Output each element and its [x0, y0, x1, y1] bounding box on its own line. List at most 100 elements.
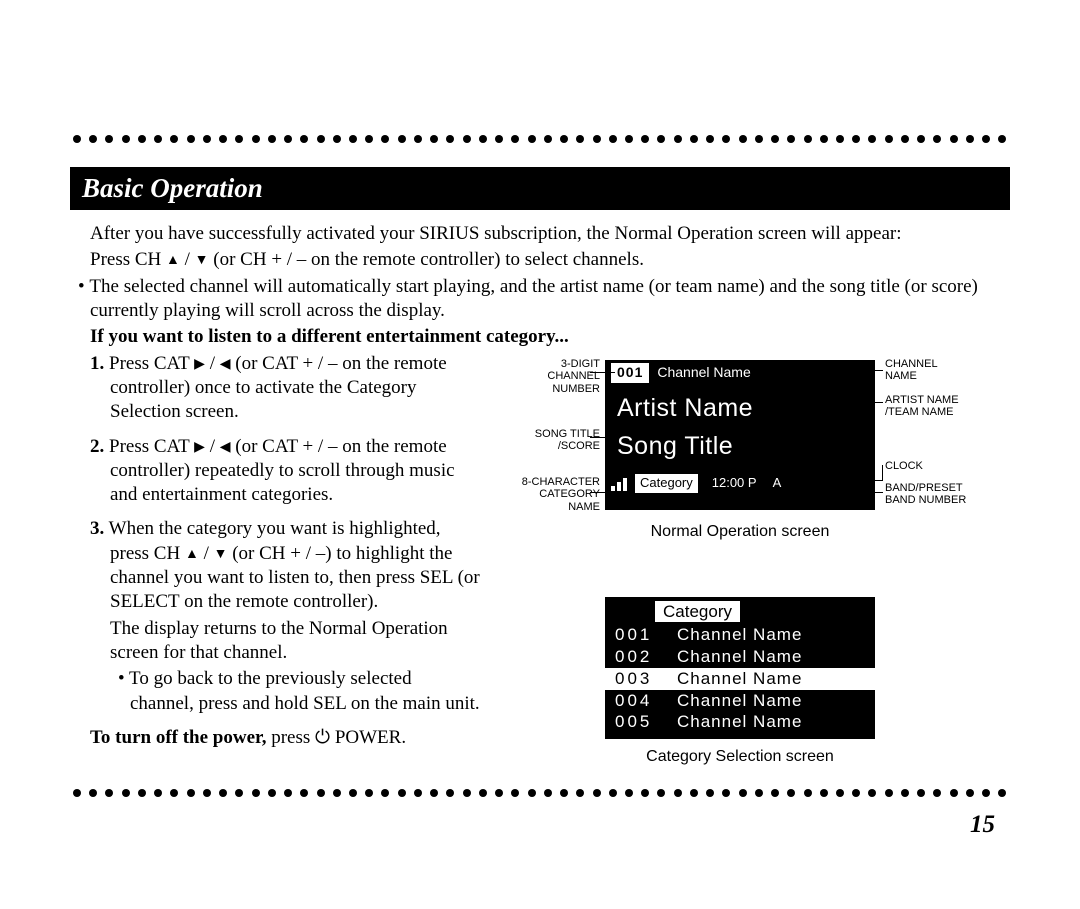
dot-icon	[787, 135, 795, 143]
step-marker: 1.	[90, 353, 104, 374]
dot-icon	[333, 789, 341, 797]
dot-icon	[187, 789, 195, 797]
signal-bars-icon	[611, 477, 629, 491]
dot-icon	[528, 135, 536, 143]
top-dot-rule	[70, 135, 1010, 143]
dot-icon	[284, 789, 292, 797]
channel-name: Channel Name	[657, 364, 750, 382]
dot-icon	[154, 789, 162, 797]
channel-row-name: Channel Name	[677, 712, 802, 731]
dot-icon	[625, 789, 633, 797]
dot-icon	[430, 789, 438, 797]
dot-icon	[235, 135, 243, 143]
dot-icon	[252, 135, 260, 143]
channel-row-name: Channel Name	[677, 691, 802, 710]
dot-icon	[998, 789, 1006, 797]
dot-icon	[365, 135, 373, 143]
channel-row-num: 002	[615, 646, 663, 668]
dot-icon	[868, 135, 876, 143]
power-note: To turn off the power, press ⏻ POWER.	[90, 726, 480, 750]
dot-icon	[901, 789, 909, 797]
dot-icon	[300, 789, 308, 797]
text: The selected channel will automatically …	[89, 276, 977, 321]
dot-icon	[625, 135, 633, 143]
dot-icon	[235, 789, 243, 797]
dot-icon	[771, 789, 779, 797]
dot-icon	[933, 135, 941, 143]
dot-icon	[998, 135, 1006, 143]
dot-icon	[690, 789, 698, 797]
dot-icon	[690, 135, 698, 143]
dot-icon	[966, 135, 974, 143]
step-item: 3. When the category you want is highlig…	[110, 517, 480, 716]
dot-icon	[414, 789, 422, 797]
dot-icon	[593, 135, 601, 143]
dot-icon	[430, 135, 438, 143]
dot-icon	[706, 135, 714, 143]
text: POWER.	[330, 727, 406, 748]
dot-icon	[609, 135, 617, 143]
song-title-row: Song Title	[605, 430, 875, 462]
dot-icon	[917, 789, 925, 797]
page-content: Basic Operation After you have successfu…	[70, 135, 1010, 768]
dot-icon	[138, 135, 146, 143]
dot-icon	[966, 789, 974, 797]
normal-operation-diagram: 001 Channel Name Artist Name Song Title …	[495, 352, 980, 552]
text: Press CAT	[109, 436, 194, 457]
label-songtitle: SONG TITLE /SCORE	[495, 428, 600, 453]
steps-list: 1. Press CAT ▶ / ◀ (or CAT + / – on the …	[90, 352, 480, 716]
dot-icon	[105, 789, 113, 797]
dot-icon	[381, 135, 389, 143]
dot-icon	[609, 789, 617, 797]
dot-icon	[138, 789, 146, 797]
down-triangle-icon: ▼	[214, 547, 228, 562]
dot-icon	[787, 789, 795, 797]
leader-line	[590, 492, 630, 493]
dot-icon	[73, 135, 81, 143]
channel-row-num: 001	[615, 624, 663, 646]
category-header: Category	[655, 601, 740, 623]
dot-icon	[544, 789, 552, 797]
leader-line	[860, 492, 883, 493]
leader-line	[785, 370, 883, 371]
dot-icon	[804, 789, 812, 797]
dot-icon	[89, 135, 97, 143]
label-clock: CLOCK	[885, 460, 923, 473]
category-selection-caption: Category Selection screen	[605, 747, 875, 767]
dot-icon	[836, 789, 844, 797]
left-triangle-icon: ◀	[220, 357, 231, 372]
text: Press CH	[90, 249, 166, 270]
step-item: 1. Press CAT ▶ / ◀ (or CAT + / – on the …	[110, 352, 480, 425]
leader-line	[590, 372, 615, 373]
normal-operation-caption: Normal Operation screen	[605, 522, 875, 542]
dot-icon	[170, 135, 178, 143]
dot-icon	[495, 789, 503, 797]
category-selection-diagram: Category 001Channel Name002Channel Name0…	[495, 597, 980, 768]
category-label: Category	[635, 474, 698, 493]
label-channel-name: CHANNEL NAME	[885, 358, 938, 383]
dot-icon	[252, 789, 260, 797]
dot-icon	[349, 135, 357, 143]
label-artist-name: ARTIST NAME /TEAM NAME	[885, 394, 959, 419]
intro-line: After you have successfully activated yo…	[90, 222, 1010, 246]
channel-row: 003Channel Name	[605, 668, 875, 690]
dot-icon	[268, 135, 276, 143]
dot-icon	[479, 135, 487, 143]
leader-line	[882, 465, 883, 481]
bullet-1: • The selected channel will automaticall…	[90, 275, 1010, 324]
up-triangle-icon: ▲	[185, 547, 199, 562]
lcd-display-2: Category 001Channel Name002Channel Name0…	[605, 597, 875, 740]
dot-icon	[349, 789, 357, 797]
leader-line	[805, 480, 883, 481]
text: The display returns to the Normal Operat…	[110, 617, 480, 666]
channel-row-name: Channel Name	[677, 625, 802, 644]
channel-row-name: Channel Name	[677, 669, 802, 688]
dot-icon	[89, 789, 97, 797]
dot-icon	[739, 789, 747, 797]
text: /	[205, 353, 220, 374]
dot-icon	[722, 789, 730, 797]
dot-icon	[528, 789, 536, 797]
text: /	[199, 543, 214, 564]
dot-icon	[479, 789, 487, 797]
dot-icon	[203, 789, 211, 797]
